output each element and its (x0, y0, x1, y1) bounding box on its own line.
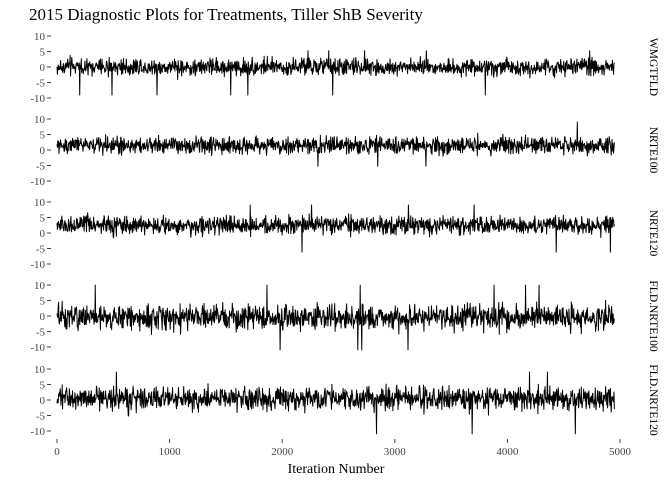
y-tick-label: 0 (40, 145, 46, 157)
y-tick-label: 5 (40, 47, 46, 59)
y-tick-label: -10 (30, 259, 45, 271)
series-trace-nrte100 (56, 121, 615, 167)
x-tick-label: 4000 (496, 446, 519, 458)
chart-title: 2015 Diagnostic Plots for Treatments, Ti… (29, 5, 423, 24)
y-tick-label: 5 (40, 130, 46, 142)
y-tick-label: -5 (36, 244, 46, 256)
y-tick-label: -10 (30, 426, 45, 438)
y-tick-label: -5 (36, 78, 46, 90)
x-tick-label: 3000 (384, 446, 407, 458)
strip-label: FLD.NRTE120 (647, 364, 659, 435)
x-tick-label: 5000 (609, 446, 632, 458)
y-tick-label: 10 (34, 364, 46, 376)
y-tick-label: -10 (30, 93, 45, 105)
y-tick-label: -5 (36, 411, 46, 423)
y-tick-label: 0 (40, 228, 46, 240)
panel-nrte120: 10 5 0 -5 -10 NRTE120 (30, 197, 659, 271)
strip-label: NRTE120 (647, 210, 659, 257)
y-tick-label: 0 (40, 62, 46, 74)
y-tick-label: 10 (34, 31, 46, 43)
series-trace-wmgtfld (56, 50, 615, 96)
y-tick-label: -10 (30, 176, 45, 188)
panel-nrte100: 10 5 0 -5 -10 NRTE100 (30, 114, 659, 188)
x-axis: 0 1000 2000 3000 4000 5000 (54, 439, 632, 458)
y-tick-label: 10 (34, 197, 46, 209)
x-axis-label: Iteration Number (288, 462, 385, 477)
series-trace-nrte120 (56, 204, 615, 253)
series-trace-fld-nrte120 (56, 371, 615, 435)
facet-panels: 10 5 0 -5 -10 WMGTFLD 10 5 0 -5 -10 NRTE100 10 5 0 -5 -1… (30, 31, 659, 438)
series-trace-fld-nrte100 (56, 284, 615, 351)
y-tick-label: 0 (40, 311, 46, 323)
y-tick-label: -5 (36, 327, 46, 339)
panel-wmgtfld: 10 5 0 -5 -10 WMGTFLD (30, 31, 659, 105)
x-tick-label: 2000 (271, 446, 294, 458)
y-tick-label: 5 (40, 296, 46, 308)
y-tick-label: 5 (40, 380, 46, 392)
x-tick-label: 1000 (159, 446, 182, 458)
y-tick-label: -10 (30, 342, 45, 354)
y-tick-label: 10 (34, 280, 46, 292)
strip-label: WMGTFLD (647, 38, 659, 96)
panel-fld-nrte100: 10 5 0 -5 -10 FLD.NRTE100 (30, 280, 659, 354)
panel-fld-nrte120: 10 5 0 -5 -10 FLD.NRTE120 (30, 364, 659, 438)
strip-label: NRTE100 (647, 127, 659, 174)
strip-label: FLD.NRTE100 (647, 280, 659, 351)
x-tick-label: 0 (54, 446, 60, 458)
y-tick-label: -5 (36, 161, 46, 173)
y-tick-label: 0 (40, 395, 46, 407)
y-tick-label: 5 (40, 213, 46, 225)
y-tick-label: 10 (34, 114, 46, 126)
